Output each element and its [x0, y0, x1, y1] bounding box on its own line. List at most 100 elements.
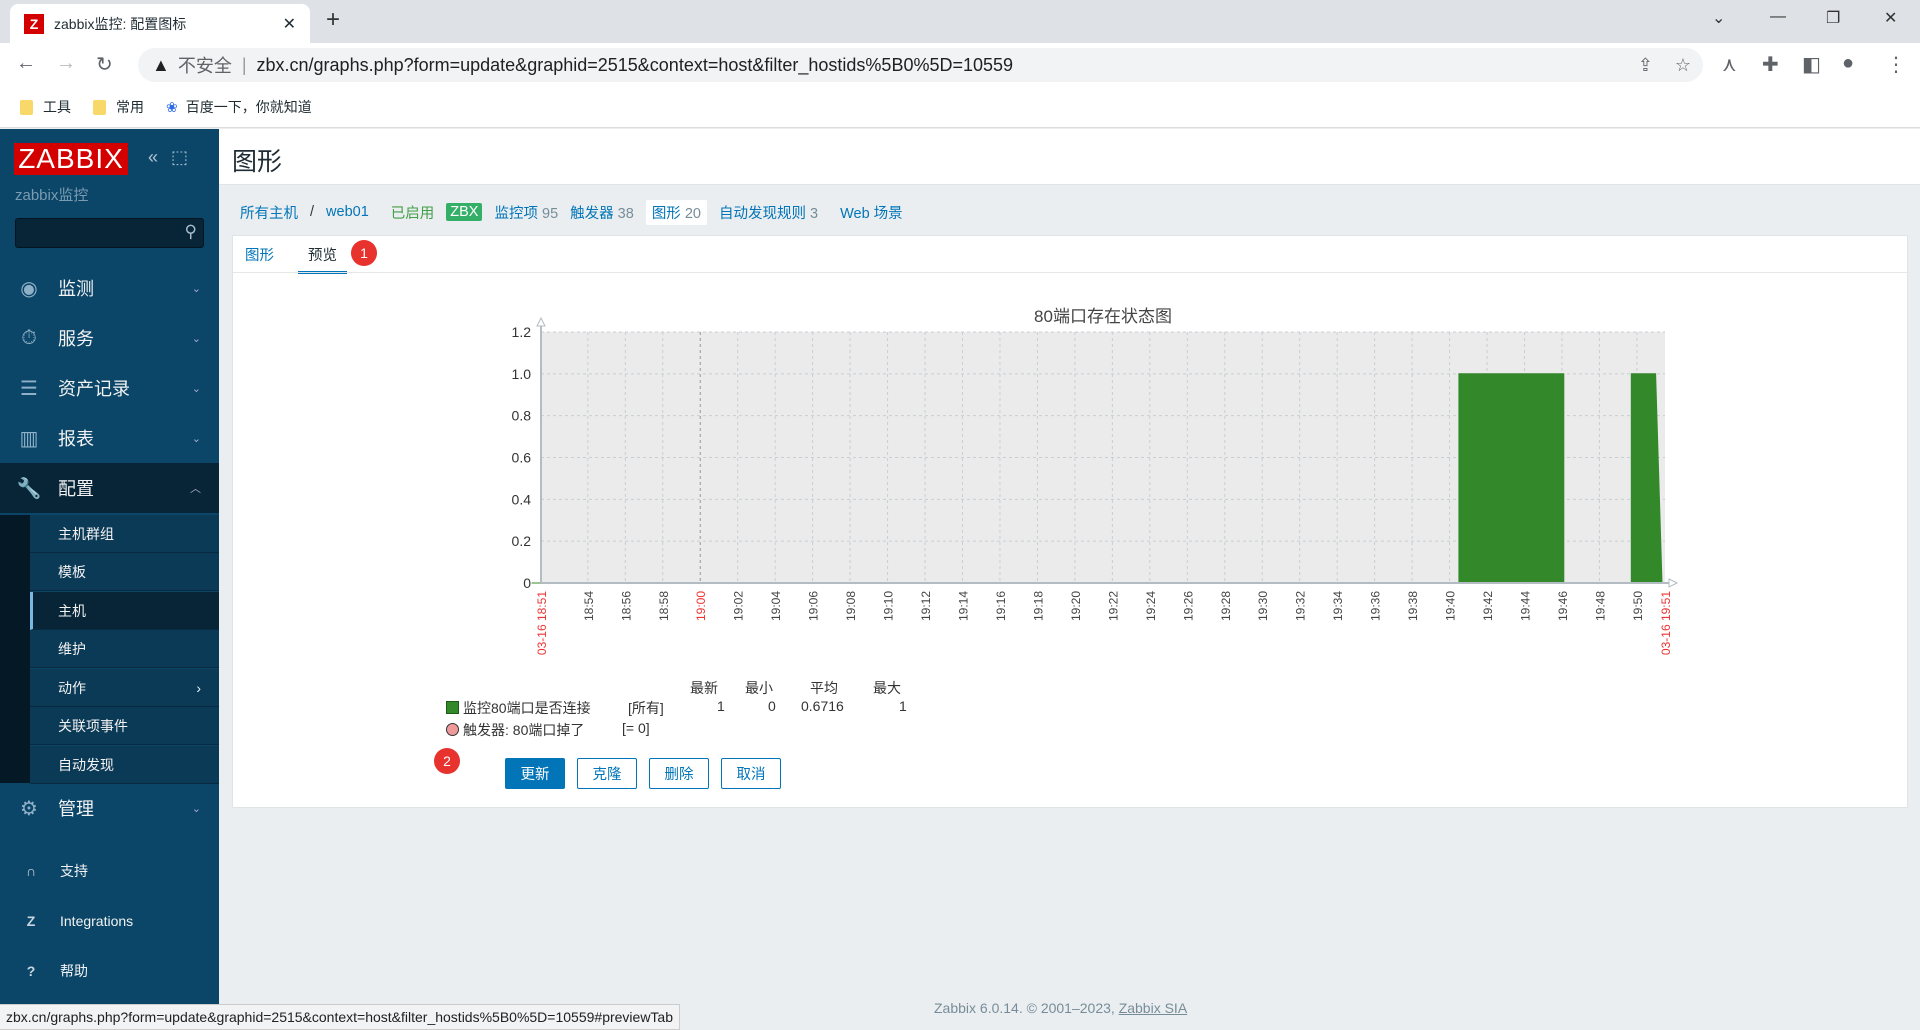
y-tick-label: 0.8: [512, 408, 532, 424]
link-web-scenarios[interactable]: Web 场景: [840, 205, 903, 222]
crumb-all-hosts[interactable]: 所有主机: [240, 205, 298, 222]
page-header: [219, 129, 1920, 185]
link-discovery-rules[interactable]: 自动发现规则 3: [719, 202, 818, 223]
window-close-button[interactable]: ✕: [1884, 10, 1898, 27]
sidebar-search-input[interactable]: ⚲: [15, 218, 204, 248]
sidebar: ZABBIX « ⬚ zabbix监控 ⚲ ◉ 监测 ⌄ ⏱ 服务 ⌄ ☰ 资产记录 ⌄ ▥…: [0, 129, 219, 1030]
close-tab-icon[interactable]: ✕: [282, 15, 296, 33]
cancel-button[interactable]: 取消: [721, 758, 781, 789]
new-tab-button[interactable]: +: [326, 6, 341, 33]
submenu-hosts[interactable]: 主机: [30, 592, 219, 630]
crumb-separator: /: [310, 204, 315, 220]
link-triggers[interactable]: 触发器 38: [570, 202, 634, 223]
list-icon: ☰: [20, 377, 38, 400]
submenu-gutter: [0, 515, 30, 783]
legend-trigger-row: 触发器: 80端口掉了: [446, 720, 584, 740]
puzzle-icon[interactable]: ✚: [1762, 54, 1779, 76]
menu-reports[interactable]: ▥ 报表 ⌄: [0, 413, 219, 463]
x-tick-label: 19:08: [844, 591, 858, 621]
submenu-templates[interactable]: 模板: [30, 553, 219, 591]
legend-series-row: 监控80端口是否连接: [446, 698, 591, 718]
menu-inventory[interactable]: ☰ 资产记录 ⌄: [0, 363, 219, 413]
submenu-label: 关联项事件: [58, 717, 128, 734]
kiosk-mode-icon[interactable]: ⬚: [171, 147, 189, 167]
tab-preview[interactable]: 预览: [298, 244, 347, 274]
bookmark-common[interactable]: 常用: [93, 97, 144, 117]
y-tick-label: 1.0: [512, 366, 532, 382]
collapse-sidebar-icon[interactable]: «: [148, 147, 159, 167]
stopwatch-icon: ⏱: [21, 326, 37, 349]
menu-help[interactable]: ? 帮助: [0, 946, 219, 996]
x-tick-label: 19:22: [1106, 591, 1120, 621]
forward-icon[interactable]: →: [56, 52, 76, 74]
link-items[interactable]: 监控项 95: [494, 202, 558, 223]
submenu-maintenance[interactable]: 维护: [30, 630, 219, 668]
menu-monitoring[interactable]: ◉ 监测 ⌄: [0, 263, 219, 313]
browser-tab[interactable]: Z zabbix监控: 配置图标 ✕: [10, 4, 310, 43]
search-icon[interactable]: ⚲: [184, 222, 197, 241]
side-panel-icon[interactable]: ◧: [1802, 54, 1821, 76]
chevron-down-icon: ⌄: [191, 432, 201, 445]
extension-icon[interactable]: ⋏: [1722, 54, 1737, 76]
series-color-swatch: [446, 701, 459, 714]
footer-text: Zabbix 6.0.14. © 2001–2023,: [934, 1000, 1115, 1016]
legend-header-max: 最大: [873, 680, 901, 696]
back-icon[interactable]: ←: [16, 52, 36, 74]
bookmark-star-icon[interactable]: ☆: [1674, 54, 1691, 75]
bookmark-baidu[interactable]: ❀ 百度一下，你就知道: [166, 97, 312, 117]
count: 20: [684, 205, 701, 222]
bar-chart-icon: ▥: [19, 427, 39, 450]
divider: |: [241, 54, 247, 75]
legend-series-name: 监控80端口是否连接: [463, 700, 591, 716]
submenu-event-correlation[interactable]: 关联项事件: [30, 707, 219, 745]
x-tick-label: 19:10: [882, 591, 896, 621]
footer-link[interactable]: Zabbix SIA: [1118, 1000, 1188, 1016]
menu-support[interactable]: ∩ 支持: [0, 846, 219, 896]
annotation-badge-1: 1: [351, 240, 377, 266]
chevron-down-icon: ⌄: [191, 282, 201, 295]
menu-integrations[interactable]: Z Integrations: [0, 896, 219, 946]
share-icon[interactable]: ⇪: [1637, 54, 1653, 75]
submenu-label: 主机群组: [58, 525, 114, 542]
crumb-host[interactable]: web01: [326, 204, 369, 220]
legend-avg: 0.6716: [801, 698, 844, 714]
status-enabled[interactable]: 已启用: [390, 205, 435, 222]
question-icon: ?: [26, 963, 36, 979]
menu-label: 报表: [58, 429, 94, 449]
chevron-down-icon: ⌄: [191, 802, 201, 815]
submenu-actions[interactable]: 动作 ›: [30, 669, 219, 707]
x-tick-label: 19:40: [1444, 591, 1458, 621]
annotation-badge-2: 2: [434, 748, 460, 774]
x-tick-label: 19:26: [1181, 591, 1195, 621]
minimize-button[interactable]: —: [1770, 8, 1786, 25]
bookmarks-bar: 工具 常用 ❀ 百度一下，你就知道: [0, 86, 1920, 128]
chevron-right-icon: ›: [196, 679, 201, 696]
reload-icon[interactable]: ↻: [96, 54, 113, 76]
x-tick-label: 03-16 19:51: [1659, 591, 1673, 655]
baidu-paw-icon: ❀: [166, 98, 178, 115]
submenu-label: 模板: [58, 563, 86, 580]
bookmark-tools[interactable]: 工具: [20, 97, 71, 117]
restore-button[interactable]: ❐: [1826, 10, 1841, 27]
tab-graph[interactable]: 图形: [245, 248, 274, 264]
submenu-discovery[interactable]: 自动发现: [30, 746, 219, 784]
bookmark-label: 工具: [43, 98, 71, 115]
tab-search-icon[interactable]: ⌄: [1712, 10, 1726, 27]
submenu-host-groups[interactable]: 主机群组: [30, 515, 219, 553]
zabbix-logo[interactable]: ZABBIX: [14, 143, 128, 175]
clone-button[interactable]: 克隆: [577, 758, 637, 789]
menu-services[interactable]: ⏱ 服务 ⌄: [0, 313, 219, 363]
delete-button[interactable]: 删除: [649, 758, 709, 789]
menu-administration[interactable]: ⚙ 管理 ⌄: [0, 783, 219, 833]
profile-avatar-icon[interactable]: ●: [1842, 52, 1855, 74]
update-button[interactable]: 更新: [505, 758, 565, 789]
menu-label: 配置: [58, 479, 94, 499]
x-tick-label: 19:12: [919, 591, 933, 621]
y-tick-label: 0.6: [512, 450, 532, 466]
menu-configuration[interactable]: 🔧 配置 ︿: [0, 463, 219, 513]
submenu-label: 维护: [58, 640, 86, 657]
menu-kebab-icon[interactable]: ⋮: [1886, 54, 1906, 76]
address-bar[interactable]: ▲ 不安全 | zbx.cn/graphs.php?form=update&gr…: [138, 48, 1703, 82]
x-tick-label: 19:28: [1219, 591, 1233, 621]
link-graphs[interactable]: 图形 20: [645, 199, 707, 225]
